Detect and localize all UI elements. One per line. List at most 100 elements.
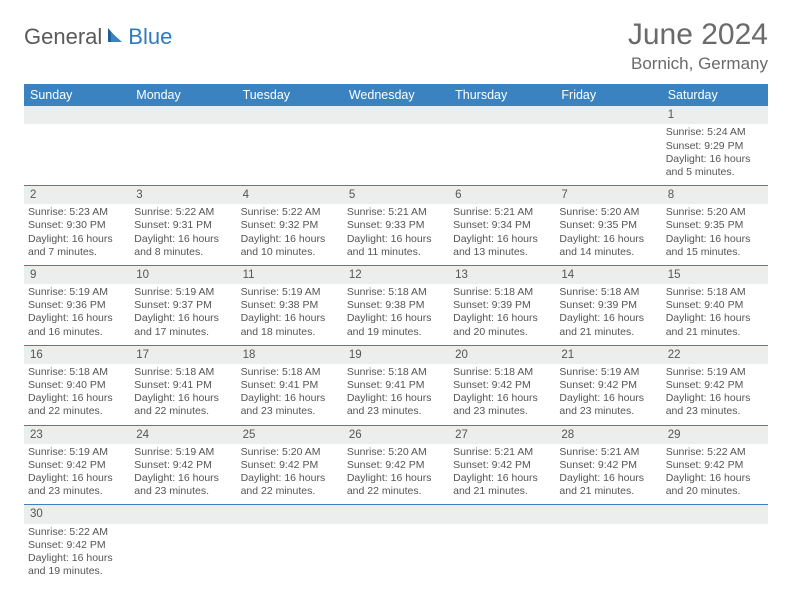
day-detail-row: Sunrise: 5:19 AMSunset: 9:42 PMDaylight:… [24,444,768,505]
calendar-table: Sunday Monday Tuesday Wednesday Thursday… [24,84,768,584]
day-detail: Sunrise: 5:18 AMSunset: 9:41 PMDaylight:… [130,364,236,425]
day-number: 13 [449,265,555,284]
location-label: Bornich, Germany [628,54,768,74]
day-number: 27 [449,425,555,444]
day-detail: Sunrise: 5:18 AMSunset: 9:40 PMDaylight:… [24,364,130,425]
calendar-body: 1 Sunrise: 5:24 AMSunset: 9:29 PMDayligh… [24,106,768,584]
day-detail: Sunrise: 5:21 AMSunset: 9:34 PMDaylight:… [449,204,555,265]
day-detail: Sunrise: 5:22 AMSunset: 9:42 PMDaylight:… [662,444,768,505]
day-number-row: 9101112131415 [24,265,768,284]
day-detail [343,524,449,585]
day-detail [130,524,236,585]
day-number: 29 [662,425,768,444]
day-number: 1 [662,106,768,124]
brand-part1: General [24,24,102,50]
day-detail: Sunrise: 5:18 AMSunset: 9:41 PMDaylight:… [343,364,449,425]
day-number-row: 2345678 [24,185,768,204]
day-detail: Sunrise: 5:18 AMSunset: 9:39 PMDaylight:… [555,284,661,345]
day-detail [449,524,555,585]
day-detail [449,124,555,185]
day-detail: Sunrise: 5:18 AMSunset: 9:39 PMDaylight:… [449,284,555,345]
day-number [237,505,343,524]
weekday-header: Saturday [662,84,768,106]
weekday-header-row: Sunday Monday Tuesday Wednesday Thursday… [24,84,768,106]
day-detail: Sunrise: 5:18 AMSunset: 9:41 PMDaylight:… [237,364,343,425]
day-number: 21 [555,345,661,364]
day-number: 23 [24,425,130,444]
weekday-header: Tuesday [237,84,343,106]
day-number: 19 [343,345,449,364]
day-detail-row: Sunrise: 5:24 AMSunset: 9:29 PMDaylight:… [24,124,768,185]
day-detail: Sunrise: 5:21 AMSunset: 9:42 PMDaylight:… [449,444,555,505]
day-number: 26 [343,425,449,444]
weekday-header: Friday [555,84,661,106]
day-detail: Sunrise: 5:23 AMSunset: 9:30 PMDaylight:… [24,204,130,265]
day-number-row: 23242526272829 [24,425,768,444]
day-number [555,106,661,124]
page-title: June 2024 [628,18,768,52]
day-number [662,505,768,524]
day-number: 22 [662,345,768,364]
day-detail [237,124,343,185]
day-detail: Sunrise: 5:18 AMSunset: 9:40 PMDaylight:… [662,284,768,345]
day-number: 25 [237,425,343,444]
day-detail: Sunrise: 5:18 AMSunset: 9:42 PMDaylight:… [449,364,555,425]
day-detail: Sunrise: 5:24 AMSunset: 9:29 PMDaylight:… [662,124,768,185]
day-number: 14 [555,265,661,284]
day-detail: Sunrise: 5:19 AMSunset: 9:36 PMDaylight:… [24,284,130,345]
day-number: 2 [24,185,130,204]
day-detail-row: Sunrise: 5:22 AMSunset: 9:42 PMDaylight:… [24,524,768,585]
weekday-header: Monday [130,84,236,106]
day-number: 16 [24,345,130,364]
day-number [24,106,130,124]
title-block: June 2024 Bornich, Germany [628,18,768,74]
day-detail [662,524,768,585]
day-number: 12 [343,265,449,284]
day-detail: Sunrise: 5:20 AMSunset: 9:42 PMDaylight:… [237,444,343,505]
day-detail [343,124,449,185]
day-number [343,106,449,124]
day-number: 10 [130,265,236,284]
day-number: 28 [555,425,661,444]
day-detail: Sunrise: 5:18 AMSunset: 9:38 PMDaylight:… [343,284,449,345]
day-detail: Sunrise: 5:19 AMSunset: 9:42 PMDaylight:… [662,364,768,425]
weekday-header: Thursday [449,84,555,106]
day-number: 11 [237,265,343,284]
day-number [130,106,236,124]
day-detail: Sunrise: 5:22 AMSunset: 9:31 PMDaylight:… [130,204,236,265]
day-number: 7 [555,185,661,204]
sail-icon [106,26,126,49]
day-detail-row: Sunrise: 5:23 AMSunset: 9:30 PMDaylight:… [24,204,768,265]
day-detail: Sunrise: 5:21 AMSunset: 9:42 PMDaylight:… [555,444,661,505]
day-number: 9 [24,265,130,284]
day-number: 5 [343,185,449,204]
day-number: 6 [449,185,555,204]
day-number: 18 [237,345,343,364]
day-detail: Sunrise: 5:19 AMSunset: 9:42 PMDaylight:… [130,444,236,505]
day-detail: Sunrise: 5:22 AMSunset: 9:32 PMDaylight:… [237,204,343,265]
day-detail: Sunrise: 5:19 AMSunset: 9:42 PMDaylight:… [24,444,130,505]
day-detail: Sunrise: 5:19 AMSunset: 9:42 PMDaylight:… [555,364,661,425]
weekday-header: Sunday [24,84,130,106]
day-number: 8 [662,185,768,204]
day-number [343,505,449,524]
day-number [555,505,661,524]
day-number [237,106,343,124]
day-detail [130,124,236,185]
brand-part2: Blue [128,24,172,50]
day-number: 24 [130,425,236,444]
day-number-row: 16171819202122 [24,345,768,364]
header: General Blue June 2024 Bornich, Germany [24,18,768,74]
day-number [130,505,236,524]
day-number: 30 [24,505,130,524]
day-detail-row: Sunrise: 5:19 AMSunset: 9:36 PMDaylight:… [24,284,768,345]
day-number: 4 [237,185,343,204]
day-detail: Sunrise: 5:20 AMSunset: 9:42 PMDaylight:… [343,444,449,505]
day-detail: Sunrise: 5:20 AMSunset: 9:35 PMDaylight:… [662,204,768,265]
day-number [449,505,555,524]
brand-logo: General Blue [24,24,172,50]
day-number: 15 [662,265,768,284]
day-number: 3 [130,185,236,204]
day-number-row: 30 [24,505,768,524]
day-detail [24,124,130,185]
